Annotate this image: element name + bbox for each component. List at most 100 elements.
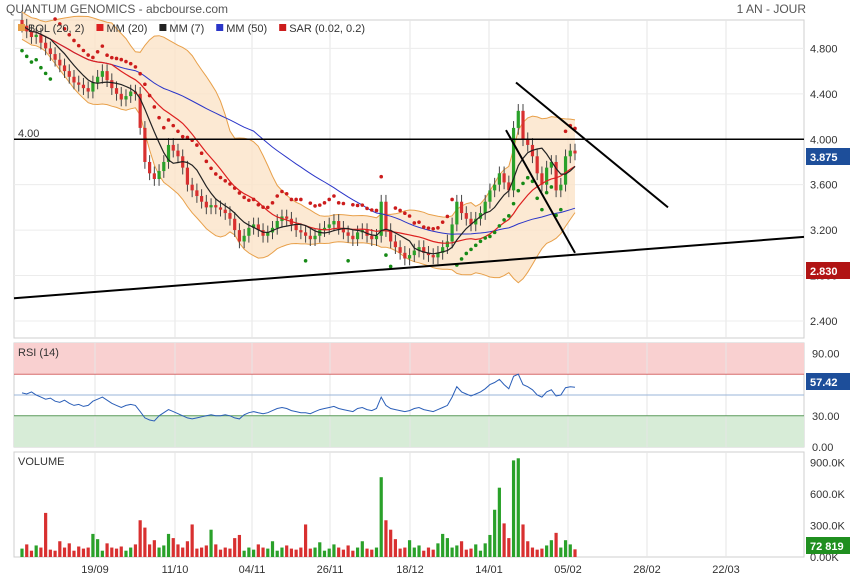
candle-body (370, 235, 374, 240)
candle-body (521, 110, 525, 140)
sar-dot-down (72, 38, 76, 43)
candle-body (445, 241, 449, 248)
sar-dot-down (209, 166, 213, 171)
rsi-series (14, 373, 804, 422)
volume-bar (507, 538, 511, 557)
candle-body (389, 230, 393, 242)
volume-y-tick: 0.00K (810, 552, 839, 564)
sar-dot-down (161, 125, 166, 130)
candle-body (228, 213, 232, 219)
volume-bar (233, 538, 237, 557)
sar-dot-down (157, 115, 161, 120)
volume-bar (549, 540, 553, 557)
sar-dot-down (133, 65, 138, 69)
sar-dot-down (67, 32, 72, 37)
candle-body (195, 190, 199, 197)
rsi-y-tick: 90.00 (812, 348, 840, 360)
sar-dot-down (275, 194, 280, 198)
candle-body (332, 221, 336, 225)
sar-dot-down (204, 159, 209, 164)
legend-swatch (279, 24, 287, 31)
candle-body (105, 71, 109, 81)
volume-bar (67, 543, 71, 557)
sar-dot-up (507, 214, 511, 218)
sar-dot-up (497, 224, 502, 228)
candle-body (568, 150, 572, 157)
sar-dot-down (110, 55, 114, 60)
price-y-tick: 3.200 (810, 225, 838, 237)
candle-body (327, 224, 331, 228)
sar-dot-down (280, 189, 284, 194)
x-tick-label: 18/12 (396, 564, 424, 576)
sar-dot-down (294, 197, 298, 202)
volume-bar (157, 547, 161, 557)
volume-bar (266, 548, 270, 557)
sar-dot-down (119, 57, 124, 62)
volume-bar (554, 532, 558, 557)
candle-body (58, 59, 62, 66)
volume-y-tick: 900.0K (810, 458, 846, 470)
volume-bar (237, 534, 242, 557)
candle-body (308, 235, 312, 240)
resistance-trendline (515, 81, 669, 209)
candle-body (493, 184, 497, 191)
sar-dot-up (43, 71, 48, 76)
sar-dot-down (232, 186, 237, 190)
sar-dot-up (459, 257, 464, 261)
sar-dot-down (195, 143, 199, 147)
sar-dot-down (403, 211, 407, 216)
candle-body (266, 232, 270, 236)
candle-body (204, 201, 208, 208)
candle-body (148, 161, 152, 174)
chart-source-title: QUANTUM GENOMICS - abcbourse.com (6, 2, 228, 16)
volume-bars (20, 458, 577, 557)
sar-dot-up (488, 234, 492, 239)
candle-body (100, 71, 104, 77)
volume-bar (459, 541, 464, 557)
volume-bar (218, 549, 223, 557)
volume-bar (563, 540, 568, 557)
sar-dot-down (247, 198, 251, 203)
hline-label: 4.00 (18, 128, 39, 140)
candle-body (242, 235, 246, 242)
sar-dot-down (152, 105, 157, 109)
legend-swatch (18, 24, 25, 31)
volume-bar (318, 542, 322, 557)
volume-bar (176, 544, 180, 557)
bollinger-bands (21, 11, 576, 284)
sar-dot-down (332, 194, 336, 198)
sar-dot-down (270, 201, 275, 205)
sar-dot-down (81, 48, 86, 53)
candle-body (403, 252, 407, 259)
gridlines (14, 20, 804, 557)
volume-bar (185, 541, 190, 557)
sar-dot-down (417, 220, 421, 224)
moving-averages (21, 25, 576, 255)
candle-body (384, 201, 388, 231)
sar-dot-down (171, 123, 176, 128)
volume-bar (483, 543, 487, 557)
sar-dot-up (473, 243, 478, 248)
sar-dot-down (242, 195, 246, 200)
candle-body (251, 224, 256, 228)
sar-dot-up (39, 65, 43, 70)
mm50-line (21, 25, 576, 235)
candle-body (393, 241, 397, 248)
x-tick-label: 04/11 (239, 564, 266, 576)
bollinger-lower (21, 38, 576, 284)
volume-bar (360, 541, 364, 557)
price-y-tick: 4.800 (810, 43, 838, 55)
candle-body (86, 88, 90, 92)
sar-dot-down (228, 182, 232, 186)
rsi-y-tick: 0.00 (812, 442, 833, 454)
volume-bar (393, 539, 397, 557)
volume-bar (96, 539, 100, 557)
candle-body (313, 235, 317, 240)
volume-bar (346, 545, 350, 557)
candle-body (129, 91, 133, 97)
volume-bar (351, 550, 355, 557)
bollinger-upper (21, 11, 576, 219)
candle-body (573, 150, 577, 154)
sar-dot-down (166, 118, 171, 122)
volume-bar (493, 509, 497, 557)
